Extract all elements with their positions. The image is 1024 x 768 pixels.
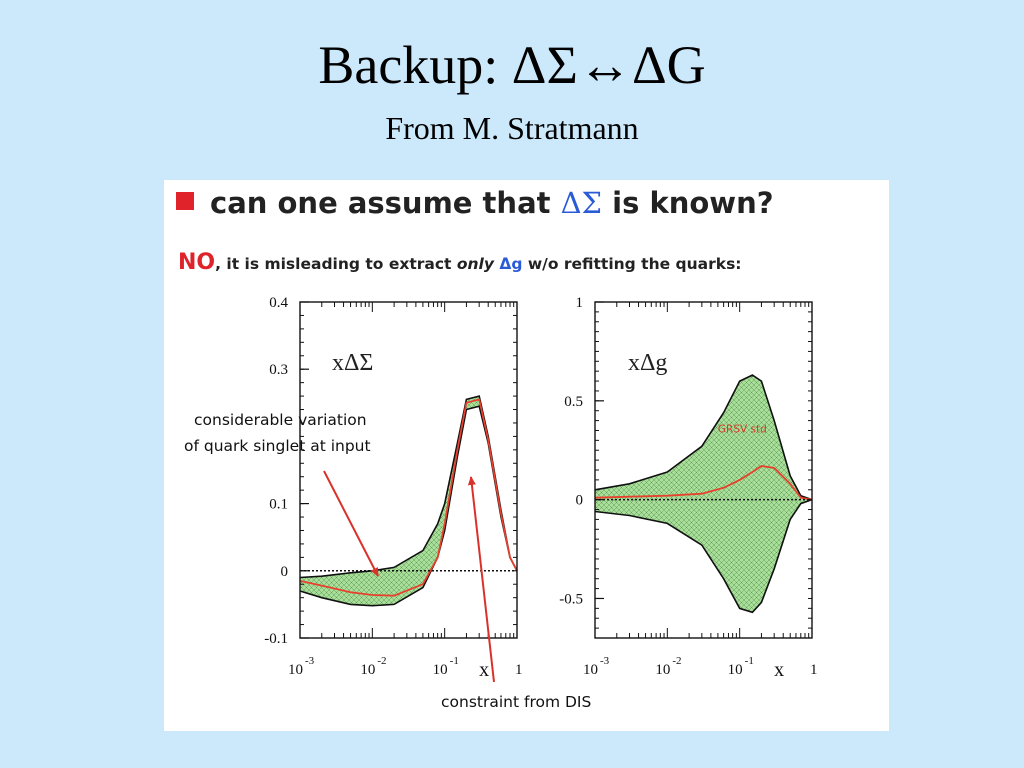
annotations: considerable variation of quark singlet … [184,411,591,711]
y-tick-label: 0 [576,493,584,509]
annotation-constraint-arrow [467,476,495,683]
x-tick-exponent: -1 [745,655,754,667]
x-tick-label: 10 [288,662,303,678]
x-tick-label: 10 [433,662,448,678]
panel-label: xΔΣ [332,350,373,376]
y-tick-label: 0 [281,564,289,580]
slide-title: Backup: ΔΣ↔ΔG [318,35,706,95]
panel-subline: NO, it is misleading to extract only Δg … [178,250,742,275]
subline-dg: Δg [499,255,523,273]
subline-only: only [456,255,494,273]
x-tick-label: 1 [810,662,818,678]
x-tick-exponent: -3 [305,655,315,667]
annotation-variation-arrow [323,470,379,577]
y-tick-label: -0.1 [264,631,288,647]
band-upper-edge [594,374,813,501]
x-tick-exponent: -3 [600,655,610,667]
subline-text-a: , it is misleading to extract [215,255,457,273]
panel-headline: can one assume that ΔΣ is known? [176,186,774,226]
y-tick-label: 0.5 [564,394,583,410]
headline-text-pre: can one assume that [210,186,561,220]
y-tick-label: 0.3 [269,362,288,378]
y-tick-label: 0.4 [269,295,288,311]
x-tick-exponent: -2 [672,655,681,667]
figure-panel: can one assume that ΔΣ is known? NO, it … [164,180,889,731]
x-axis-label: x [479,659,489,681]
x-tick-exponent: -1 [450,655,459,667]
y-tick-label: -0.5 [559,591,583,607]
band-lower-edge [594,498,813,614]
annotation-variation-line1: considerable variation [194,411,367,429]
plot-frame [299,301,518,639]
bullet-square-icon [176,192,194,210]
slide-subtitle: From M. Stratmann [385,110,639,146]
panel-label: xΔg [628,350,667,376]
headline-text-post: is known? [602,186,774,220]
x-tick-label: 10 [728,662,743,678]
x-tick-label: 1 [515,662,523,678]
y-tick-label: 0.1 [269,497,288,513]
series-label: GRSV std [718,423,767,435]
subline-text-b: w/o refitting the quarks: [522,255,742,273]
central-curve [594,465,813,501]
x-axis-label: x [774,659,784,681]
x-tick-label: 10 [360,662,375,678]
x-tick-exponent: -2 [377,655,386,667]
headline-symbol: ΔΣ [560,186,603,220]
annotation-variation-line2: of quark singlet at input [184,437,371,455]
no-word: NO [178,250,216,275]
central-curve [299,398,518,597]
annotation-constraint: constraint from DIS [441,693,591,711]
x-tick-label: 10 [583,662,598,678]
y-tick-label: 1 [576,295,584,311]
x-tick-label: 10 [655,662,670,678]
